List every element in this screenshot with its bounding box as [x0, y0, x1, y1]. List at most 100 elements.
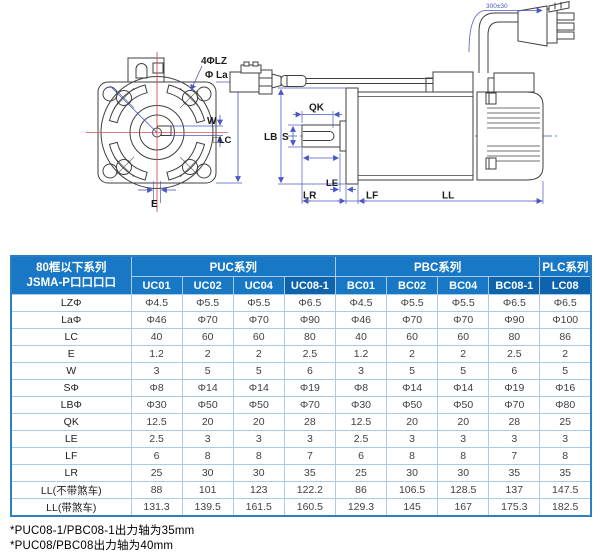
- spec-cell: 5: [386, 362, 439, 380]
- spec-cell: Φ14: [437, 379, 490, 397]
- spec-cell: 3: [539, 430, 592, 448]
- dim-label-lb: LB: [264, 132, 277, 143]
- spec-cell: 2: [539, 345, 592, 363]
- spec-cell: 3: [283, 430, 336, 448]
- spec-cell: 122.2: [283, 481, 336, 499]
- spec-cell: 1.2: [130, 345, 183, 363]
- dim-label-w: W: [207, 116, 217, 127]
- row-label: LL(带煞车): [10, 498, 132, 517]
- spec-cell: 8: [181, 447, 234, 465]
- dim-label-le: LE: [326, 178, 338, 189]
- footnote-1: *PUC08-1/PBC08-1出力轴为35mm: [10, 525, 195, 537]
- spec-cell: 3: [334, 362, 388, 380]
- spec-cell: 2.5: [283, 345, 336, 363]
- spec-cell: Φ50: [437, 396, 490, 414]
- spec-cell: Φ90: [283, 311, 336, 329]
- spec-cell: 2.5: [488, 345, 541, 363]
- row-label: QK: [10, 413, 132, 431]
- encoder-housing: [493, 72, 535, 93]
- spec-cell: Φ19: [488, 379, 541, 397]
- spec-cell: 3: [130, 362, 183, 380]
- spec-cell: 20: [232, 413, 285, 431]
- side-shaft-keyway: [303, 131, 335, 141]
- spec-cell: 167: [437, 498, 490, 517]
- spec-cell: Φ100: [539, 311, 592, 329]
- spec-cell: 3: [488, 430, 541, 448]
- spec-cell: 5: [437, 362, 490, 380]
- spec-cell: Φ46: [334, 311, 388, 329]
- spec-cell: 160.5: [283, 498, 336, 517]
- table-row: E 1.2 2 2 2.5 1.2 2 2 2.5 2: [10, 345, 592, 363]
- power-connector: [229, 61, 273, 95]
- spec-cell: 147.5: [539, 481, 592, 499]
- side-flange: [345, 87, 359, 185]
- row-label: LL(不带煞车): [10, 481, 132, 499]
- spec-cell: Φ46: [130, 311, 183, 329]
- spec-cell: 25: [130, 464, 183, 482]
- table-row: LF 6 8 8 7 6 8 8 7 8: [10, 447, 592, 465]
- spec-cell: 25: [334, 464, 388, 482]
- corner-line2: JSMA-P口口口口: [26, 276, 116, 289]
- spec-cell: 3: [232, 430, 285, 448]
- table-row: SΦ Φ8 Φ14 Φ14 Φ19 Φ8 Φ14 Φ14 Φ19 Φ16: [10, 379, 592, 397]
- dim-label-lf: LF: [366, 191, 378, 202]
- spec-cell: 30: [386, 464, 439, 482]
- spec-cell: Φ70: [386, 311, 439, 329]
- spec-cell: 88: [130, 481, 183, 499]
- spec-cell: Φ5.5: [386, 294, 439, 312]
- spec-cell: 8: [386, 447, 439, 465]
- spec-cell: 145: [386, 498, 439, 517]
- spec-cell: Φ4.5: [130, 294, 183, 312]
- spec-cell: 60: [386, 328, 439, 346]
- footnote-2: *PUC08/PBC08出力轴为40mm: [10, 540, 174, 552]
- spec-cell: 161.5: [232, 498, 285, 517]
- spec-cell: 86: [539, 328, 592, 346]
- spec-cell: 40: [334, 328, 388, 346]
- spec-cell: Φ70: [283, 396, 336, 414]
- spec-cell: Φ6.5: [283, 294, 336, 312]
- spec-cell: 175.3: [488, 498, 541, 517]
- spec-cell: 28: [283, 413, 336, 431]
- spec-cell: Φ19: [283, 379, 336, 397]
- spec-cell: 101: [181, 481, 234, 499]
- model-header-lc08: LC08: [539, 276, 592, 295]
- spec-cell: 106.5: [386, 481, 439, 499]
- spec-cell: 6: [488, 362, 541, 380]
- spec-cell: 40: [130, 328, 183, 346]
- spec-cell: Φ70: [181, 311, 234, 329]
- table-row: LE 2.5 3 3 3 2.5 3 3 3 3: [10, 430, 592, 448]
- spec-cell: Φ14: [386, 379, 439, 397]
- spec-cell: 2: [437, 345, 490, 363]
- spec-table-body: LZΦ Φ4.5 Φ5.5 Φ5.5 Φ6.5 Φ4.5 Φ5.5 Φ5.5 Φ6.5 Φ6.5 L…: [10, 294, 592, 517]
- spec-cell: Φ8: [130, 379, 183, 397]
- spec-cell: 28: [488, 413, 541, 431]
- group-header-puc: PUC系列: [130, 255, 336, 277]
- spec-cell: 6: [334, 447, 388, 465]
- spec-cell: 3: [437, 430, 490, 448]
- row-label: LC: [10, 328, 132, 346]
- table-row: LBΦ Φ30 Φ50 Φ50 Φ70 Φ30 Φ50 Φ50 Φ70 Φ80: [10, 396, 592, 414]
- model-header-uc02: UC02: [181, 276, 234, 295]
- spec-cell: 5: [181, 362, 234, 380]
- side-motor-body: [357, 91, 474, 181]
- technical-drawing: 4ΦLZ Φ La W □LC E: [86, 0, 575, 212]
- footnotes: *PUC08-1/PBC08-1出力轴为35mm *PUC08/PBC08出力轴…: [10, 524, 600, 554]
- spec-cell: Φ5.5: [232, 294, 285, 312]
- model-header-bc01: BC01: [334, 276, 388, 295]
- dim-label-4lz: 4ΦLZ: [201, 56, 227, 67]
- front-dimensions: [138, 65, 242, 203]
- spec-cell: 139.5: [181, 498, 234, 517]
- table-row: LL(不带煞车) 88 101 123 122.2 86 106.5 128.5 137 147.…: [10, 481, 592, 499]
- spec-cell: 8: [232, 447, 285, 465]
- spec-cell: 123: [232, 481, 285, 499]
- spec-cell: 30: [232, 464, 285, 482]
- spec-cell: Φ6.5: [539, 294, 592, 312]
- spec-cell: 8: [437, 447, 490, 465]
- row-label: E: [10, 345, 132, 363]
- model-header-uc04: UC04: [232, 276, 285, 295]
- table-row: LZΦ Φ4.5 Φ5.5 Φ5.5 Φ6.5 Φ4.5 Φ5.5 Φ5.5 Φ6.5 Φ6.5: [10, 294, 592, 312]
- spec-cell: 30: [181, 464, 234, 482]
- table-row: LL(带煞车) 131.3 139.5 161.5 160.5 129.3 145 167 17…: [10, 498, 592, 517]
- spec-cell: 60: [181, 328, 234, 346]
- model-header-bc08-1: BC08-1: [488, 276, 541, 295]
